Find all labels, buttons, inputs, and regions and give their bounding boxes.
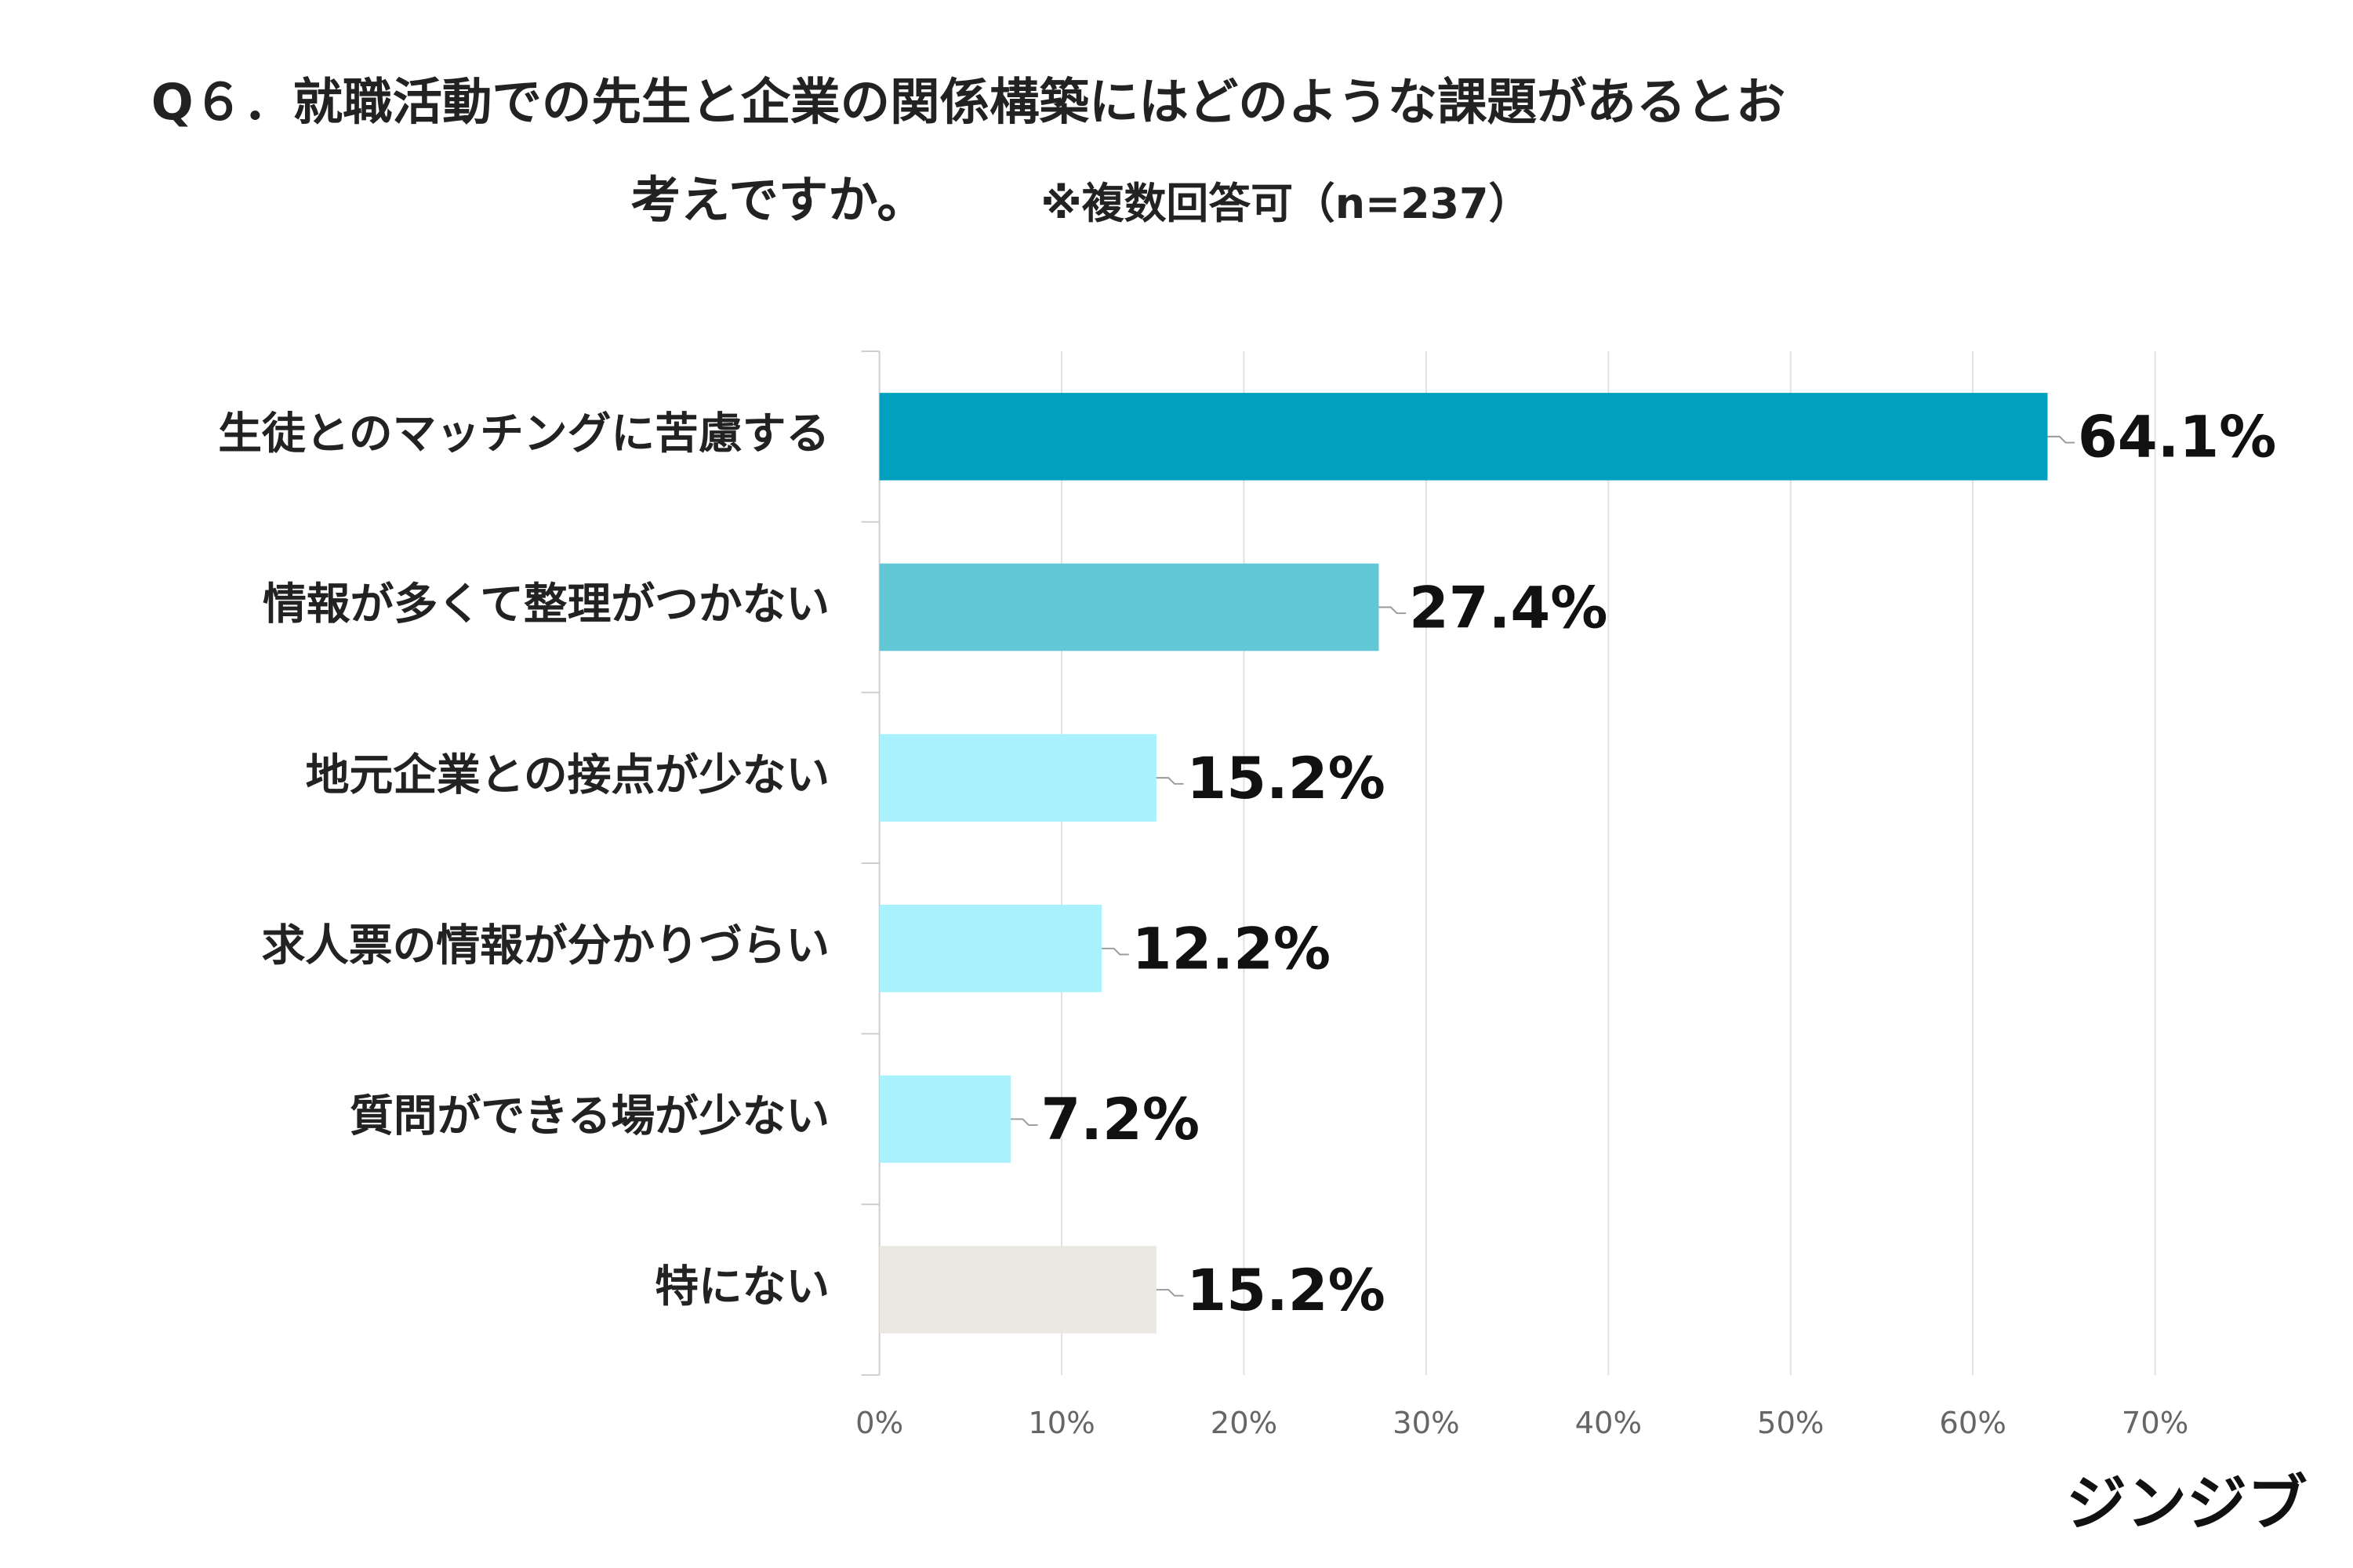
x-tick-label: 50% (1757, 1406, 1824, 1441)
y-tick-label: 求人票の情報が分かりづらい (261, 920, 830, 971)
leader-line (2047, 435, 2075, 444)
y-tick-label: 特にない (655, 1261, 830, 1312)
value-label: 15.2% (1186, 746, 1385, 812)
leader-line (1102, 947, 1129, 956)
value-label: 27.4% (1409, 575, 1607, 641)
y-tick-label: 生徒とのマッチングに苦慮する (218, 408, 830, 459)
bar (879, 905, 1102, 993)
leader-line (1010, 1118, 1038, 1127)
value-label: 7.2% (1040, 1087, 1200, 1153)
x-tick-label: 10% (1028, 1406, 1095, 1441)
value-label: 12.2% (1132, 916, 1331, 983)
x-tick-label: 60% (1939, 1406, 2006, 1441)
leader-line (1156, 777, 1184, 785)
leader-line (1156, 1289, 1184, 1297)
x-tick-label: 20% (1211, 1406, 1277, 1441)
y-tick-label: 情報が多くて整理がつかない (263, 579, 830, 630)
leader-line (1378, 606, 1407, 615)
value-label: 64.1% (2078, 405, 2276, 471)
x-tick-label: 70% (2122, 1406, 2188, 1441)
bar (879, 734, 1157, 822)
bar (879, 1246, 1157, 1334)
x-tick-label: 30% (1393, 1406, 1459, 1441)
chart-title: Q６．就職活動での先生と企業の関係構築にはどのような課題があるとお (151, 73, 1785, 131)
y-tick-label: 質問ができる場が少ない (350, 1091, 830, 1142)
bar (879, 563, 1379, 652)
x-tick-label: 0% (855, 1406, 903, 1441)
y-tick-label: 地元企業との接点が少ない (306, 750, 830, 800)
chart-subtitle: ※複数回答可（n=237） (1040, 179, 1531, 228)
bar (879, 393, 2048, 481)
bar (879, 1075, 1011, 1163)
chart-title: 考えですか。 (630, 171, 927, 229)
value-label: 15.2% (1186, 1258, 1385, 1324)
x-tick-label: 40% (1575, 1406, 1642, 1441)
logo: ジンジブ (2066, 1469, 2308, 1539)
